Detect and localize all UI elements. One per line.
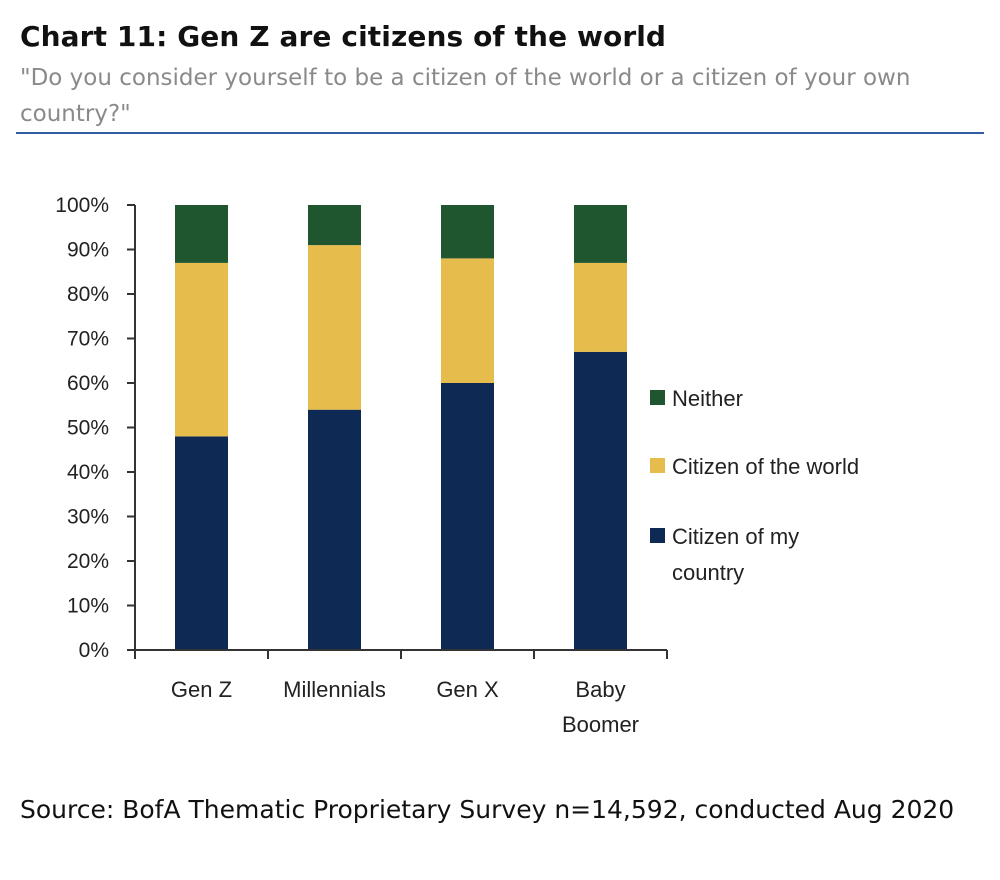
bar-segment xyxy=(308,409,361,650)
bar-segment xyxy=(308,205,361,246)
y-tick-label: 40% xyxy=(67,461,109,484)
legend: Neither Citizen of the world Citizen of my… xyxy=(650,386,859,585)
y-tick-label: 20% xyxy=(67,550,109,573)
y-tick-label: 80% xyxy=(67,283,109,306)
chart-title: Chart 11: Gen Z are citizens of the worl… xyxy=(20,20,667,53)
axes-layer: 0% 10% 20% 30% 40% 50% 60% 70% 80% 90% 100% Gen Z Mi… xyxy=(55,194,668,737)
y-tick-label: 10% xyxy=(67,595,109,618)
bar-segment xyxy=(574,205,627,263)
bar-segment xyxy=(175,205,228,263)
bar-segment xyxy=(574,262,627,352)
x-tick-label: Gen X xyxy=(436,677,499,702)
legend-swatch xyxy=(650,528,665,543)
source-note: Source: BofA Thematic Proprietary Survey… xyxy=(20,795,955,824)
chart-subtitle: "Do you consider yourself to be a citize… xyxy=(20,65,911,127)
title-divider xyxy=(16,132,984,134)
bar-segment xyxy=(175,436,228,650)
legend-label: Neither xyxy=(672,386,743,411)
x-tick-label: Gen Z xyxy=(171,677,232,702)
y-tick-label: 70% xyxy=(67,328,109,351)
y-tick-label: 60% xyxy=(67,372,109,395)
bar-segment xyxy=(175,262,228,437)
y-tick-label: 0% xyxy=(79,639,109,662)
bar-segment xyxy=(574,351,627,650)
legend-swatch xyxy=(650,390,665,405)
y-tick-label: 50% xyxy=(67,417,109,440)
bar-segment xyxy=(308,245,361,410)
bar-segment xyxy=(441,205,494,259)
legend-swatch xyxy=(650,458,665,473)
x-tick-label: Baby Boomer xyxy=(562,677,639,737)
bar-segment xyxy=(441,383,494,650)
y-tick-label: 30% xyxy=(67,506,109,529)
legend-label: Citizen of the world xyxy=(672,454,859,479)
bar-segment xyxy=(441,258,494,383)
legend-label: Citizen of my country xyxy=(672,524,799,585)
x-tick-label: Millennials xyxy=(283,677,386,702)
y-tick-label: 100% xyxy=(55,194,109,217)
y-tick-label: 90% xyxy=(67,239,109,262)
bars-layer xyxy=(175,205,627,650)
